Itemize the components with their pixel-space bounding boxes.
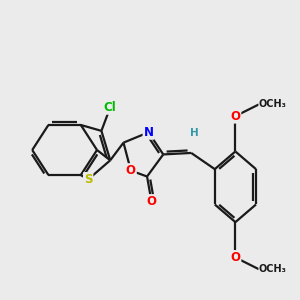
Text: OCH₃: OCH₃ xyxy=(259,99,287,110)
Text: O: O xyxy=(146,195,157,208)
Text: S: S xyxy=(84,173,92,186)
Text: N: N xyxy=(143,126,154,139)
Text: Cl: Cl xyxy=(104,101,117,114)
Text: O: O xyxy=(230,251,240,264)
Text: H: H xyxy=(190,128,199,138)
Text: O: O xyxy=(230,110,240,123)
Text: OCH₃: OCH₃ xyxy=(259,264,287,274)
Text: O: O xyxy=(126,164,136,177)
